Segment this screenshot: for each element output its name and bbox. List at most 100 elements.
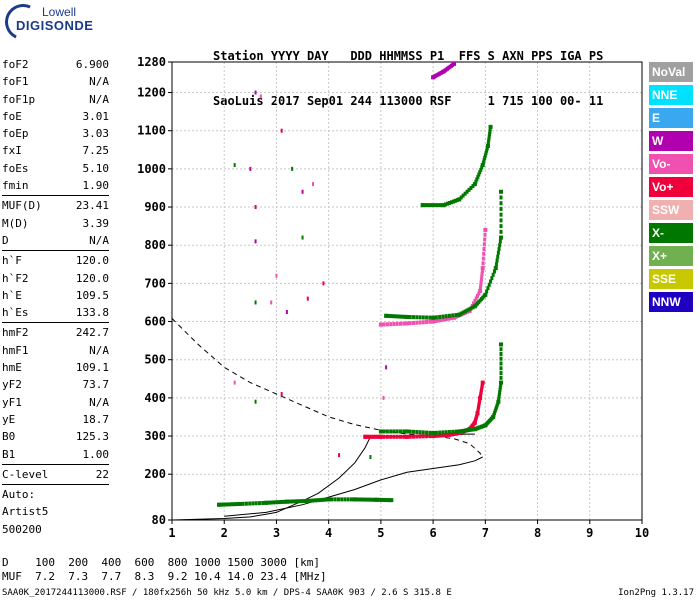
param-value: 73.7 xyxy=(82,378,110,392)
echo-point xyxy=(385,498,389,503)
header-labels: Station YYYY DAY DDD HHMMSS P1 FFS S AXN… xyxy=(213,49,603,64)
echo-point xyxy=(499,347,503,352)
echo-point xyxy=(477,291,481,296)
echo-point xyxy=(465,189,469,194)
echo-point xyxy=(441,69,446,74)
echo-point xyxy=(295,499,299,504)
param-value: 3.39 xyxy=(82,216,110,230)
echo-point xyxy=(311,498,315,503)
param-label: hmE xyxy=(2,361,22,375)
echo-point xyxy=(415,434,419,439)
echo-point xyxy=(333,497,337,502)
echo-point xyxy=(497,392,501,397)
echo-point xyxy=(485,148,489,153)
param-label: B0 xyxy=(2,430,16,444)
echo-point xyxy=(301,499,305,504)
echo-point xyxy=(469,306,473,311)
echo-point xyxy=(444,430,448,435)
param-label: yF2 xyxy=(2,378,22,392)
param-label: h`F xyxy=(2,254,22,268)
header-label: PS xyxy=(588,49,604,63)
param-value: 3.03 xyxy=(82,127,110,141)
echo-point xyxy=(499,212,503,217)
y-tick-label: 800 xyxy=(144,238,166,252)
echo-point xyxy=(305,498,310,503)
param-row: foE 3.01 xyxy=(2,108,109,125)
param-row: yF2 73.7 xyxy=(2,376,109,393)
echo-point xyxy=(475,177,479,182)
param-value: 18.7 xyxy=(82,412,110,426)
legend-item: NNW xyxy=(649,292,693,312)
muf-value: 7.3 xyxy=(68,570,89,583)
echo-point xyxy=(499,201,503,206)
distance-row: D 100 200 400 600 800 1000 1500 3000 [km… xyxy=(2,556,327,570)
distance-label: D xyxy=(2,556,9,569)
distance-value: 200 xyxy=(68,556,89,569)
echo-point xyxy=(382,497,385,502)
echo-point xyxy=(392,314,396,319)
param-value: 242.7 xyxy=(75,326,109,340)
echo-point xyxy=(375,434,379,439)
echo-point xyxy=(467,307,471,312)
param-row: B0 125.3 xyxy=(2,428,109,445)
echo-point xyxy=(373,497,378,502)
scatter-echo xyxy=(301,235,304,240)
header-label: AXN xyxy=(502,49,524,63)
echo-point xyxy=(487,282,491,287)
echo-point xyxy=(481,160,485,165)
param-label: hmF2 xyxy=(2,326,29,340)
param-value: N/A xyxy=(89,233,109,247)
echo-point xyxy=(495,258,499,263)
echo-point xyxy=(421,320,425,325)
echo-point xyxy=(469,427,473,432)
echo-point xyxy=(418,430,422,435)
echo-point xyxy=(421,315,425,320)
plot-frame xyxy=(171,61,643,521)
echo-point xyxy=(434,430,438,435)
echo-point xyxy=(478,395,483,400)
echo-point xyxy=(436,203,440,208)
muf-footer: D 100 200 400 600 800 1000 1500 3000 [km… xyxy=(2,556,327,584)
scatter-echo xyxy=(291,166,294,171)
lowell-digisonde-logo: Lowell DIGISONDE xyxy=(0,0,102,46)
y-tick-label: 1200 xyxy=(137,86,166,100)
echo-point xyxy=(361,497,365,502)
x-tick-label: 8 xyxy=(534,526,541,540)
echo-point xyxy=(355,497,359,502)
param-row: h`F2 120.0 xyxy=(2,270,109,287)
echo-point xyxy=(483,155,487,160)
echo-point xyxy=(454,313,458,318)
echo-point xyxy=(321,497,325,502)
echo-point xyxy=(420,203,425,208)
echo-point xyxy=(363,497,367,502)
echo-point xyxy=(346,497,350,502)
echo-point xyxy=(405,321,409,326)
echo-point xyxy=(457,429,462,434)
distance-value: 400 xyxy=(101,556,122,569)
echo-point xyxy=(499,382,503,387)
echo-point xyxy=(474,296,478,301)
echo-point xyxy=(483,292,488,297)
echo-point xyxy=(492,269,496,274)
echo-point xyxy=(230,502,234,507)
y-tick-label: 700 xyxy=(144,276,166,290)
echo-point xyxy=(484,151,488,156)
header-value: 100 xyxy=(531,94,553,108)
echo-point xyxy=(428,315,432,320)
echo-point xyxy=(463,191,467,196)
echo-point xyxy=(248,501,252,506)
param-value: 23.41 xyxy=(75,199,109,213)
echo-point xyxy=(481,256,485,261)
echo-point xyxy=(383,498,387,503)
echo-point xyxy=(499,229,503,234)
echo-point xyxy=(220,502,224,507)
y-tick-label: 300 xyxy=(144,429,166,443)
echo-point xyxy=(446,432,451,437)
param-label: MUF(D) xyxy=(2,199,42,213)
y-tick-label: 1000 xyxy=(137,162,166,176)
autoscale-line: 500200 xyxy=(2,522,42,536)
echo-point xyxy=(475,411,480,416)
echo-point xyxy=(479,283,483,288)
echo-point xyxy=(499,361,503,366)
muf-value: 8.3 xyxy=(134,570,155,583)
